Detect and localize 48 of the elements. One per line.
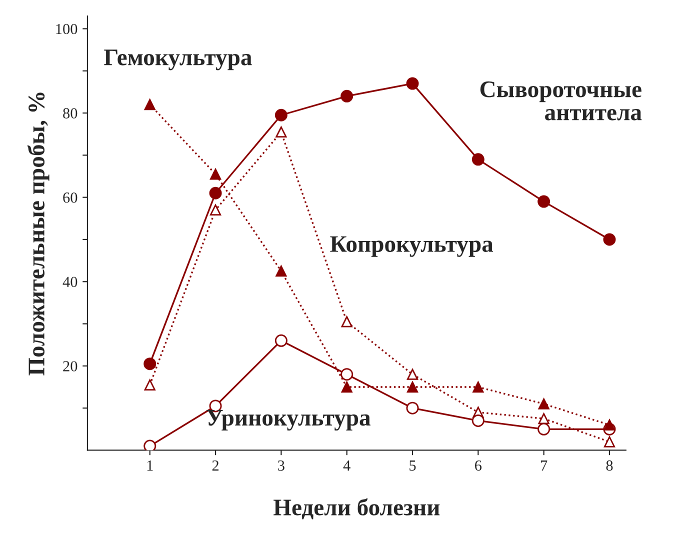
point <box>604 419 616 431</box>
series-label: Уринокультура <box>206 410 370 431</box>
point <box>144 440 156 450</box>
y-tick-label: 60 <box>63 192 78 203</box>
point <box>340 368 354 381</box>
y-tick-label: 80 <box>63 108 78 118</box>
point <box>340 90 354 102</box>
y-tick-label: 40 <box>62 276 78 288</box>
point <box>472 153 484 166</box>
point <box>341 381 352 393</box>
point <box>406 402 419 414</box>
y-axis-title: Положительные пробы, % <box>27 92 50 376</box>
point <box>341 316 352 328</box>
x-tick-label: 2 <box>212 460 218 471</box>
point <box>276 126 287 138</box>
point <box>604 436 616 448</box>
point <box>472 414 484 427</box>
point <box>274 334 288 347</box>
x-tick-label: 4 <box>343 460 350 471</box>
point <box>406 77 419 90</box>
point <box>274 108 288 122</box>
series-label: Копрокультура <box>330 236 494 257</box>
x-tick-label: 6 <box>474 460 482 471</box>
point <box>603 233 616 246</box>
point <box>472 381 484 393</box>
point <box>406 368 418 380</box>
y-tick-label: 20 <box>63 361 78 372</box>
point <box>144 99 156 110</box>
point <box>538 398 550 410</box>
x-tick-label: 8 <box>606 460 613 471</box>
point <box>210 204 222 216</box>
point <box>406 381 418 393</box>
point <box>144 379 156 390</box>
point <box>538 422 550 436</box>
x-tick-label: 3 <box>278 460 284 471</box>
text: Гемокультура <box>104 50 252 70</box>
x-tick-label: 5 <box>410 460 416 471</box>
point <box>538 195 550 208</box>
point <box>276 266 287 277</box>
series-label: Сывороточные антитела <box>480 81 642 120</box>
y-tick-label: 100 <box>56 24 78 34</box>
x-axis-title: Недели болезни <box>274 498 440 520</box>
x-tick-label: 1 <box>147 460 153 471</box>
point <box>144 358 156 370</box>
point <box>209 186 222 200</box>
point <box>210 168 222 180</box>
point <box>538 413 550 424</box>
x-tick-label: 7 <box>541 460 548 471</box>
